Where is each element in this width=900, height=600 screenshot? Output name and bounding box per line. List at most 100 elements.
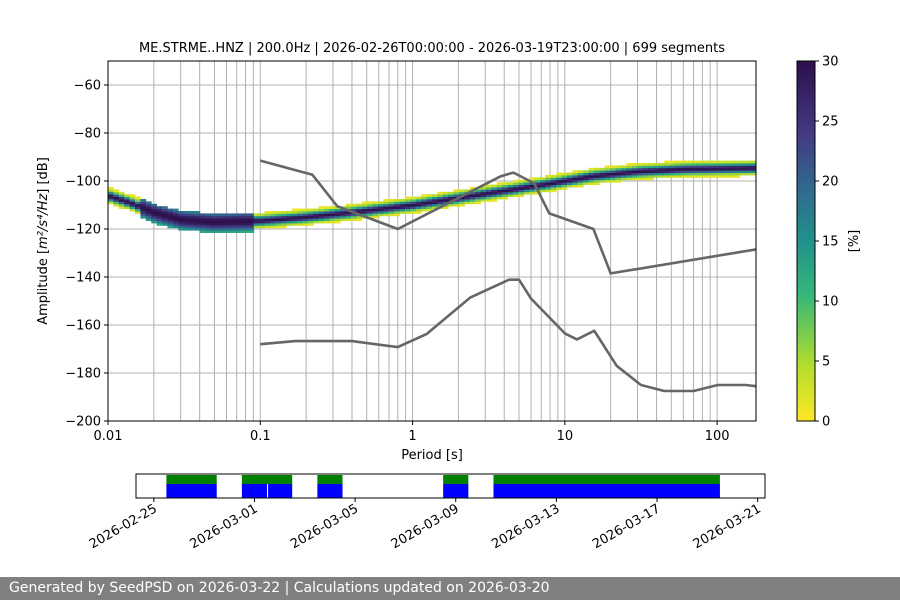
psd-cell <box>232 220 238 224</box>
psd-cell <box>502 189 508 193</box>
psd-cell <box>302 215 309 219</box>
psd-cell <box>205 223 211 226</box>
colorbar-ticks: 0 5 10 15 20 25 30 <box>815 55 839 430</box>
psd-cell <box>459 201 465 205</box>
psd-cell <box>491 196 498 200</box>
psd-cell <box>680 170 687 173</box>
psd-cell <box>172 220 179 224</box>
psd-cell <box>286 218 292 221</box>
psd-cell <box>691 172 697 176</box>
psd-cell <box>696 167 703 171</box>
psd-cell <box>329 215 336 219</box>
psd-cell <box>432 196 438 200</box>
psd-cell <box>280 220 287 224</box>
psd-cell <box>745 167 751 171</box>
psd-cell <box>415 199 422 202</box>
psd-cell <box>232 223 238 226</box>
psd-cell <box>237 230 244 233</box>
psd-cell <box>264 213 271 217</box>
x-tick-label: 0.01 <box>94 429 123 444</box>
psd-cell <box>275 211 282 214</box>
psd-cell <box>680 172 687 176</box>
psd-cell <box>216 227 222 231</box>
psd-cell <box>226 225 233 229</box>
x-tick-label: 1 <box>408 429 416 444</box>
psd-cell <box>253 225 260 229</box>
psd-cell <box>243 230 249 233</box>
psd-cell <box>518 194 525 197</box>
psd-cell <box>162 208 168 212</box>
psd-cell <box>140 206 147 209</box>
psd-cell <box>324 215 330 219</box>
psd-cell <box>658 175 665 178</box>
psd-cell <box>669 160 676 164</box>
psd-cell <box>675 172 681 176</box>
psd-cell <box>307 213 314 217</box>
psd-cell <box>588 179 595 183</box>
psd-cell <box>540 179 546 183</box>
psd-cell <box>318 208 325 212</box>
psd-cell <box>729 172 735 176</box>
psd-cell <box>642 172 649 176</box>
psd-cell <box>275 218 282 221</box>
psd-cell <box>550 175 557 178</box>
psd-cell <box>253 218 260 221</box>
psd-cell <box>108 191 114 195</box>
psd-cell <box>410 211 417 214</box>
psd-cell <box>162 223 168 226</box>
psd-cell <box>334 220 341 224</box>
psd-cell <box>729 165 735 169</box>
psd-cell <box>685 160 692 164</box>
psd-cell <box>318 218 325 221</box>
psd-cell <box>248 230 255 233</box>
psd-cell <box>664 163 670 166</box>
psd-cell <box>637 167 643 171</box>
psd-cell <box>253 223 260 226</box>
psd-cell <box>437 196 444 200</box>
psd-cell <box>642 175 649 178</box>
psd-cell <box>340 218 346 221</box>
psd-cell <box>372 201 379 205</box>
psd-cell <box>167 211 174 214</box>
psd-cell <box>685 172 692 176</box>
psd-cell <box>653 175 660 178</box>
psd-cell <box>334 208 341 212</box>
psd-cell <box>248 213 255 217</box>
psd-cell <box>707 163 714 166</box>
psd-cell <box>275 220 282 224</box>
psd-cell <box>718 160 724 164</box>
psd-cell <box>615 172 622 176</box>
psd-cell <box>588 167 595 171</box>
psd-cell <box>545 177 552 181</box>
y-tick-label: −80 <box>74 127 101 142</box>
availability-segment <box>443 475 469 484</box>
psd-cell <box>135 208 141 212</box>
psd-cell <box>502 187 508 190</box>
psd-cell <box>426 201 433 205</box>
footer-text: Generated by SeedPSD on 2026-03-22 | Cal… <box>9 580 550 596</box>
psd-cell <box>432 201 438 205</box>
psd-cell <box>491 184 498 188</box>
psd-cell <box>453 199 460 202</box>
psd-cell <box>194 227 201 231</box>
psd-cell <box>442 201 449 205</box>
psd-cell <box>394 206 400 209</box>
psd-cell <box>383 203 390 207</box>
psd-cell <box>162 211 168 214</box>
psd-cell <box>685 167 692 171</box>
psd-cell <box>135 211 141 214</box>
psd-cell <box>383 201 390 205</box>
gap-free-segment <box>443 484 469 498</box>
psd-cell <box>140 203 147 207</box>
psd-cell <box>388 201 395 205</box>
psd-cell <box>313 220 319 224</box>
psd-cell <box>475 189 481 193</box>
x-axis-label: Period [s] <box>401 448 463 463</box>
psd-cell <box>270 211 276 214</box>
psd-cell <box>178 211 184 214</box>
psd-cell <box>556 179 562 183</box>
psd-cell <box>691 167 697 171</box>
psd-cell <box>237 220 244 224</box>
psd-cell <box>507 187 514 190</box>
psd-cell <box>496 194 503 197</box>
